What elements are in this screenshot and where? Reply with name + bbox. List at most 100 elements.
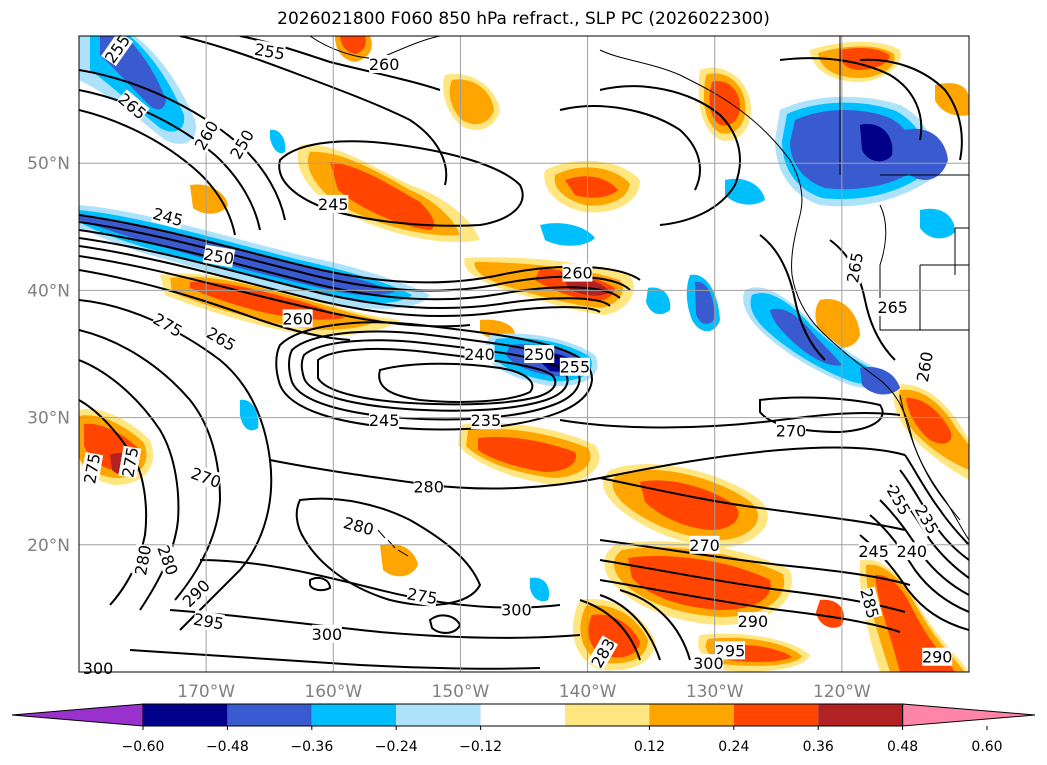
- colorbar-segment: [311, 704, 397, 726]
- contour-label: 300: [501, 600, 532, 620]
- contour-label-halo: [501, 600, 532, 619]
- contour-label-halo: [858, 542, 889, 561]
- contour-label-halo: [131, 543, 155, 577]
- contour-label-halo: [150, 309, 186, 341]
- contour-label: 240: [896, 542, 927, 561]
- lat-tick-label: 20°N: [27, 536, 70, 556]
- contour-label-halo: [913, 350, 936, 384]
- contour-label-halo: [776, 421, 806, 440]
- north-america-coast: [791, 214, 969, 541]
- contour-label: 245: [318, 194, 349, 214]
- contour-label: 235: [471, 411, 502, 430]
- colorbar-outline: [142, 703, 904, 727]
- contour-label-halo: [689, 535, 720, 554]
- contour-label-halo: [253, 39, 287, 63]
- contour-label-halo: [80, 452, 104, 485]
- colorbar-segment: [733, 704, 819, 726]
- contour-label-halo: [896, 542, 927, 561]
- colorbar-tick-label: 0.12: [634, 739, 665, 755]
- lat-tick-label: 30°N: [27, 409, 70, 429]
- colorbar-tick-label: −0.12: [459, 739, 502, 755]
- contour-label-halo: [311, 624, 342, 643]
- colorbar: −0.60 −0.48 −0.36 −0.24 −0.12 0.12 0.24 0.36 0.4…: [11, 703, 1036, 755]
- contour-label-text: 270: [689, 536, 720, 555]
- slp-contours: [79, 36, 969, 670]
- colorbar-segment: [565, 704, 650, 726]
- contour-label-halo: [203, 323, 239, 355]
- contour-label-text: 300: [501, 601, 532, 620]
- contour-label: 265: [877, 297, 908, 317]
- contour-label-halo: [151, 204, 185, 230]
- contour-label-halo: [369, 54, 400, 73]
- colorbar-extend-low: [11, 703, 144, 727]
- colorbar-extend-high: [902, 703, 1036, 727]
- contour-label-halo: [188, 463, 224, 491]
- baja-coast: [899, 394, 961, 521]
- contour-label-halo: [877, 297, 908, 316]
- longitude-ticks: 170°W 160°W 150°W 140°W 130°W 120°W: [177, 682, 871, 702]
- contour-label: 300: [311, 624, 343, 644]
- contour-label: 290: [737, 612, 769, 631]
- contour-label: 300: [693, 654, 724, 673]
- contour-label-text: 235: [471, 411, 502, 430]
- colorbar-segment: [818, 704, 903, 726]
- contour-label-text: 260: [369, 55, 400, 74]
- colorbar-segment: [396, 704, 481, 726]
- lon-tick-label: 170°W: [177, 682, 235, 702]
- contour-label-text: 255: [560, 358, 591, 377]
- contour-label-halo: [318, 194, 349, 213]
- contour-label-text: 265: [877, 298, 908, 317]
- contour-label: 250: [524, 345, 555, 364]
- contour-label-halo: [562, 263, 593, 282]
- contour-label: 260: [562, 263, 593, 283]
- colorbar-tick-label: −0.48: [206, 739, 249, 755]
- colorbar-segment: [227, 704, 312, 726]
- contour-label-halo: [118, 445, 142, 479]
- lon-tick-label: 130°W: [686, 682, 744, 702]
- contour-label-halo: [179, 576, 213, 611]
- colorbar-tick-label: −0.36: [290, 739, 333, 755]
- contour-label: 260: [282, 309, 313, 328]
- contour-label: 270: [776, 421, 807, 440]
- contour-label-halo: [464, 345, 495, 363]
- contour-label-halo: [282, 309, 313, 328]
- contour-label: 260: [369, 54, 400, 74]
- contour-label-text: 280: [413, 477, 444, 496]
- contour-label: 290: [922, 647, 953, 667]
- contour-label-text: 270: [776, 421, 807, 440]
- contour-label-halo: [115, 89, 150, 123]
- colorbar-tick-label: 0.60: [971, 739, 1002, 755]
- contour-label-halo: [192, 609, 226, 633]
- colorbar-segment: [649, 704, 734, 726]
- lon-tick-label: 140°W: [559, 682, 617, 702]
- contour-label-text: 245: [858, 542, 889, 561]
- contour-label: 270: [689, 535, 720, 555]
- contour-label-text: 245: [318, 195, 349, 214]
- contour-label-halo: [911, 501, 943, 537]
- contour-label-text: 250: [524, 345, 555, 364]
- contour-label-text: 300: [693, 654, 724, 673]
- contour-label-text: 290: [738, 612, 769, 631]
- contour-label: 280: [131, 543, 155, 576]
- contour-label-text: 290: [922, 648, 953, 667]
- colorbar-tick-label: −0.24: [375, 739, 418, 755]
- contour-label-halo: [226, 126, 258, 162]
- contour-label-halo: [883, 482, 915, 518]
- contour-label-halo: [559, 357, 590, 376]
- contour-label-text: 300: [312, 625, 343, 644]
- contour-label-text: 240: [464, 345, 495, 364]
- contour-label-halo: [843, 251, 867, 284]
- contour-label: 255: [559, 357, 591, 377]
- lon-tick-label: 150°W: [432, 682, 490, 702]
- latitude-ticks: 20°N 30°N 40°N 50°N: [27, 154, 70, 556]
- contour-label-halo: [857, 586, 883, 621]
- colorbar-tick-label: 0.36: [803, 739, 834, 755]
- lon-tick-label: 160°W: [304, 682, 362, 702]
- contour-label: 245: [369, 411, 399, 430]
- contour-label-halo: [202, 244, 236, 268]
- lat-tick-label: 50°N: [27, 154, 70, 174]
- contour-label-halo: [737, 612, 768, 631]
- contour-label-halo: [101, 31, 134, 67]
